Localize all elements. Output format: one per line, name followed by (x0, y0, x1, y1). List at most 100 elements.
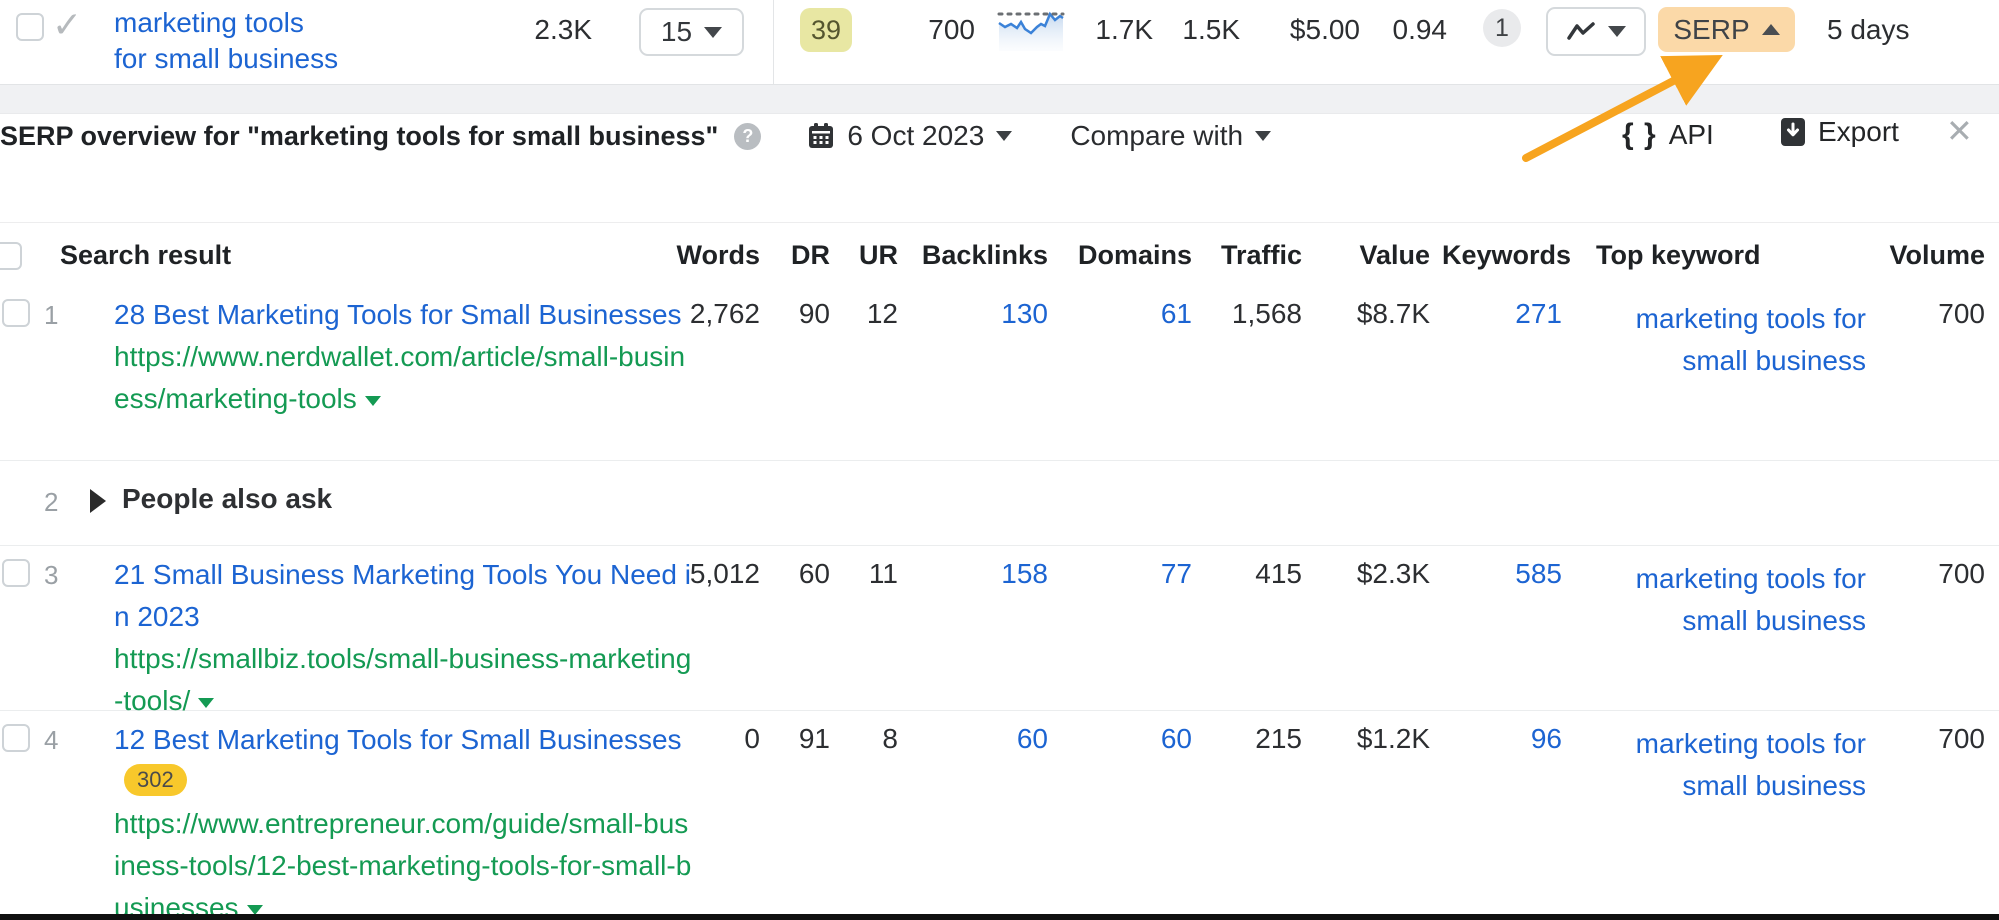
value-cell: $1.2K (1356, 723, 1430, 754)
result-title-link[interactable]: 12 Best Marketing Tools for Small Busine… (114, 719, 694, 803)
serp-button-label: SERP (1673, 13, 1750, 45)
keyword-checkbox[interactable] (16, 13, 44, 41)
row-checkbox[interactable] (2, 299, 30, 327)
header-words[interactable]: Words (676, 240, 760, 270)
header-ur[interactable]: UR (859, 240, 898, 270)
backlinks-link[interactable]: 158 (1001, 558, 1048, 589)
ur-cell: 11 (868, 558, 898, 589)
keywords-link[interactable]: 96 (1530, 723, 1562, 754)
position-number: 1 (44, 300, 59, 330)
result-url-link[interactable]: https://www.entrepreneur.com/guide/small… (114, 803, 694, 920)
domains-link[interactable]: 61 (1160, 298, 1192, 329)
calendar-icon (809, 123, 834, 148)
row-checkbox[interactable] (2, 559, 30, 587)
dr-cell: 91 (798, 723, 830, 754)
line-chart-icon (1567, 21, 1595, 40)
close-icon: ✕ (1946, 113, 1973, 149)
backlinks-link[interactable]: 130 (1001, 298, 1048, 329)
difficulty-badge: 39 (800, 8, 852, 52)
api-button[interactable]: { } API (1622, 118, 1714, 152)
serp-toggle-button[interactable]: SERP (1658, 7, 1795, 52)
header-backlinks[interactable]: Backlinks (921, 240, 1048, 270)
keywords-link[interactable]: 271 (1515, 298, 1562, 329)
header-traffic[interactable]: Traffic (1220, 240, 1302, 270)
top-keyword-link[interactable]: marketing tools for small business (1635, 563, 1866, 636)
header-dr[interactable]: DR (791, 240, 830, 270)
export-icon (1781, 118, 1805, 146)
header-search-result[interactable]: Search result (60, 240, 232, 270)
screen-bottom-edge (0, 914, 1999, 920)
help-icon[interactable]: ? (734, 122, 762, 150)
header-domains[interactable]: Domains (1077, 240, 1192, 270)
cpc-value: $5.00 (1289, 14, 1360, 45)
chevron-down-icon (996, 131, 1013, 141)
export-label: Export (1818, 116, 1899, 147)
export-button[interactable]: Export (1780, 116, 1899, 148)
result-title-link[interactable]: 21 Small Business Marketing Tools You Ne… (114, 559, 691, 632)
chevron-down-icon[interactable] (364, 396, 381, 406)
updated-ago-label: 5 days (1827, 14, 1910, 45)
header-volume[interactable]: Volume (1889, 240, 1985, 270)
people-also-ask-label[interactable]: People also ask (122, 483, 333, 514)
result-url: https://smallbiz.tools/small-business-ma… (114, 643, 692, 716)
position-dropdown[interactable]: 15 (639, 8, 744, 56)
backlinks-link[interactable]: 60 (1016, 723, 1048, 754)
value-cell: $8.7K (1356, 298, 1430, 329)
domains-link[interactable]: 60 (1160, 723, 1192, 754)
result-url-link[interactable]: https://smallbiz.tools/small-business-ma… (114, 638, 694, 722)
top-keyword-link[interactable]: marketing tools for small business (1635, 303, 1866, 376)
result-url: https://www.nerdwallet.com/article/small… (114, 341, 686, 414)
panel-header: SERP overview for "marketing tools for s… (0, 116, 1272, 156)
position-number: 3 (44, 560, 59, 590)
cps-value: 0.94 (1392, 14, 1448, 45)
volume-trend-sparkline (997, 11, 1065, 51)
chevron-down-icon[interactable] (246, 905, 263, 915)
header-value[interactable]: Value (1359, 240, 1430, 270)
traffic-potential-value: 1.5K (1182, 14, 1240, 45)
position-number: 4 (44, 725, 59, 755)
top-keyword-link[interactable]: marketing tools for small business (1635, 728, 1866, 801)
keywords-link[interactable]: 585 (1515, 558, 1562, 589)
keyword-volume-short: 2.3K (534, 14, 592, 45)
dr-cell: 60 (798, 558, 830, 589)
traffic-cell: 415 (1255, 558, 1302, 589)
global-volume-value: 1.7K (1095, 14, 1153, 45)
compare-with-dropdown[interactable]: Compare with (1070, 120, 1272, 152)
position-value: 15 (660, 16, 693, 47)
chevron-down-icon (1255, 131, 1272, 141)
row-checkbox[interactable] (2, 724, 30, 752)
result-title-link[interactable]: 28 Best Marketing Tools for Small Busine… (114, 299, 682, 330)
column-divider (773, 0, 774, 84)
close-button[interactable]: ✕ (1946, 112, 1973, 150)
api-label: API (1668, 119, 1714, 150)
header-keywords[interactable]: Keywords (1442, 240, 1572, 270)
traffic-cell: 215 (1255, 723, 1302, 754)
words-cell: 2,762 (689, 298, 760, 329)
chevron-down-icon (1608, 26, 1626, 37)
dr-cell: 90 (798, 298, 830, 329)
volume-cell: 700 (1938, 558, 1985, 589)
panel-title: SERP overview for "marketing tools for s… (0, 120, 719, 151)
keyword-link[interactable]: marketing tools for small business (114, 7, 339, 74)
select-all-checkbox[interactable] (0, 242, 22, 270)
expand-triangle-icon[interactable] (90, 489, 106, 513)
compare-with-label: Compare with (1070, 120, 1244, 151)
redirect-badge: 302 (124, 764, 187, 796)
result-url: https://www.entrepreneur.com/guide/small… (114, 808, 692, 920)
traffic-cell: 1,568 (1231, 298, 1302, 329)
table-row: 3 21 Small Business Marketing Tools You … (0, 546, 1999, 716)
result-title: 12 Best Marketing Tools for Small Busine… (114, 724, 682, 755)
result-url-link[interactable]: https://www.nerdwallet.com/article/small… (114, 336, 694, 420)
date-selector[interactable]: 6 Oct 2023 (807, 120, 1013, 152)
table-row-people-also-ask[interactable]: 2 People also ask (0, 461, 1999, 546)
serp-features-badge: 1 (1483, 9, 1521, 47)
header-top-keyword[interactable]: Top keyword (1596, 240, 1761, 270)
chevron-up-icon (1761, 24, 1780, 35)
value-cell: $2.3K (1356, 558, 1430, 589)
chart-dropdown-button[interactable] (1546, 7, 1646, 56)
words-cell: 5,012 (689, 558, 760, 589)
domains-link[interactable]: 77 (1160, 558, 1192, 589)
chevron-down-icon[interactable] (198, 698, 215, 708)
keyword-row: ✓ marketing tools for small business 2.3… (0, 0, 1999, 84)
